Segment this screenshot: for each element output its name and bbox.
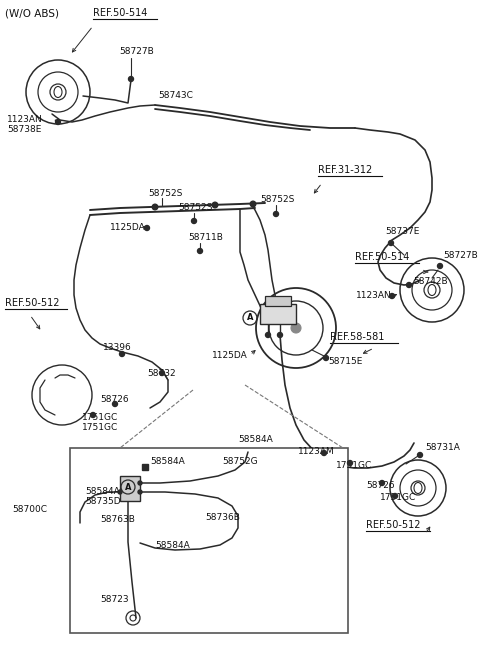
Text: 1751GC: 1751GC [82, 424, 118, 432]
Circle shape [291, 323, 301, 333]
Circle shape [407, 282, 411, 288]
Text: REF.50-512: REF.50-512 [366, 520, 420, 530]
Text: 1751GC: 1751GC [336, 462, 372, 470]
Bar [142, 464, 148, 470]
Circle shape [112, 402, 118, 407]
Text: 58711B: 58711B [188, 233, 223, 242]
Circle shape [192, 219, 196, 223]
Text: 1123AM: 1123AM [298, 447, 335, 457]
Text: 58731A: 58731A [425, 443, 460, 453]
Text: 1751GC: 1751GC [82, 413, 118, 422]
Text: 58726: 58726 [100, 396, 129, 405]
Circle shape [274, 212, 278, 217]
Circle shape [437, 263, 443, 269]
Bar [265, 296, 291, 306]
Text: 13396: 13396 [103, 343, 132, 352]
Text: 58752S: 58752S [148, 189, 182, 198]
Text: 1751GC: 1751GC [380, 493, 416, 502]
Bar [260, 304, 296, 324]
Circle shape [144, 225, 149, 231]
Text: 58763B: 58763B [100, 515, 135, 525]
Text: 1123AN: 1123AN [356, 291, 392, 299]
Text: REF.50-514: REF.50-514 [93, 8, 147, 18]
Text: REF.50-512: REF.50-512 [5, 298, 60, 308]
Text: 58727B: 58727B [443, 250, 478, 259]
Text: 58743C: 58743C [158, 90, 193, 100]
Text: REF.50-514: REF.50-514 [355, 252, 409, 262]
Circle shape [118, 490, 122, 494]
Text: 58700C: 58700C [12, 506, 47, 514]
Circle shape [197, 248, 203, 253]
Text: 58584A: 58584A [155, 540, 190, 550]
Circle shape [277, 333, 283, 337]
Circle shape [159, 371, 165, 375]
Text: 58584A: 58584A [150, 457, 185, 466]
Text: 58736B: 58736B [205, 514, 240, 523]
Text: 58727B: 58727B [119, 48, 154, 56]
Text: REF.58-581: REF.58-581 [330, 332, 384, 342]
Text: 58584A: 58584A [85, 487, 120, 496]
Circle shape [138, 481, 142, 485]
Text: 58752G: 58752G [222, 457, 258, 466]
Text: 58726: 58726 [366, 481, 395, 489]
Circle shape [348, 460, 352, 466]
Circle shape [152, 204, 158, 210]
Text: A: A [125, 483, 131, 491]
Text: 58715E: 58715E [328, 358, 362, 367]
Circle shape [138, 490, 142, 494]
Text: 58742B: 58742B [413, 278, 448, 286]
Circle shape [56, 119, 60, 124]
Text: 58723: 58723 [100, 595, 129, 605]
Text: (W/O ABS): (W/O ABS) [5, 9, 59, 19]
Text: REF.31-312: REF.31-312 [318, 165, 372, 175]
Circle shape [212, 202, 218, 208]
Circle shape [129, 77, 133, 81]
Circle shape [418, 453, 422, 457]
Circle shape [322, 451, 326, 455]
Text: 58735D: 58735D [85, 498, 120, 506]
Circle shape [393, 493, 397, 498]
Text: 58738E: 58738E [7, 126, 41, 134]
Text: 58752S: 58752S [178, 202, 212, 212]
Text: 1123AN: 1123AN [7, 115, 43, 124]
Circle shape [265, 333, 271, 337]
Text: 1125DA: 1125DA [110, 223, 146, 233]
Circle shape [380, 481, 384, 485]
Bar [70, 448, 348, 633]
Text: 58752S: 58752S [260, 195, 294, 204]
Circle shape [120, 352, 124, 356]
Text: 58732: 58732 [147, 369, 176, 379]
Bar [120, 476, 140, 501]
Text: 1125DA: 1125DA [212, 350, 248, 360]
Circle shape [250, 201, 256, 207]
Circle shape [91, 413, 96, 417]
Circle shape [324, 356, 328, 360]
Text: 58584A: 58584A [238, 436, 273, 445]
Text: 58737E: 58737E [385, 227, 420, 236]
Text: A: A [247, 314, 253, 322]
Circle shape [388, 240, 394, 246]
Circle shape [389, 293, 395, 299]
